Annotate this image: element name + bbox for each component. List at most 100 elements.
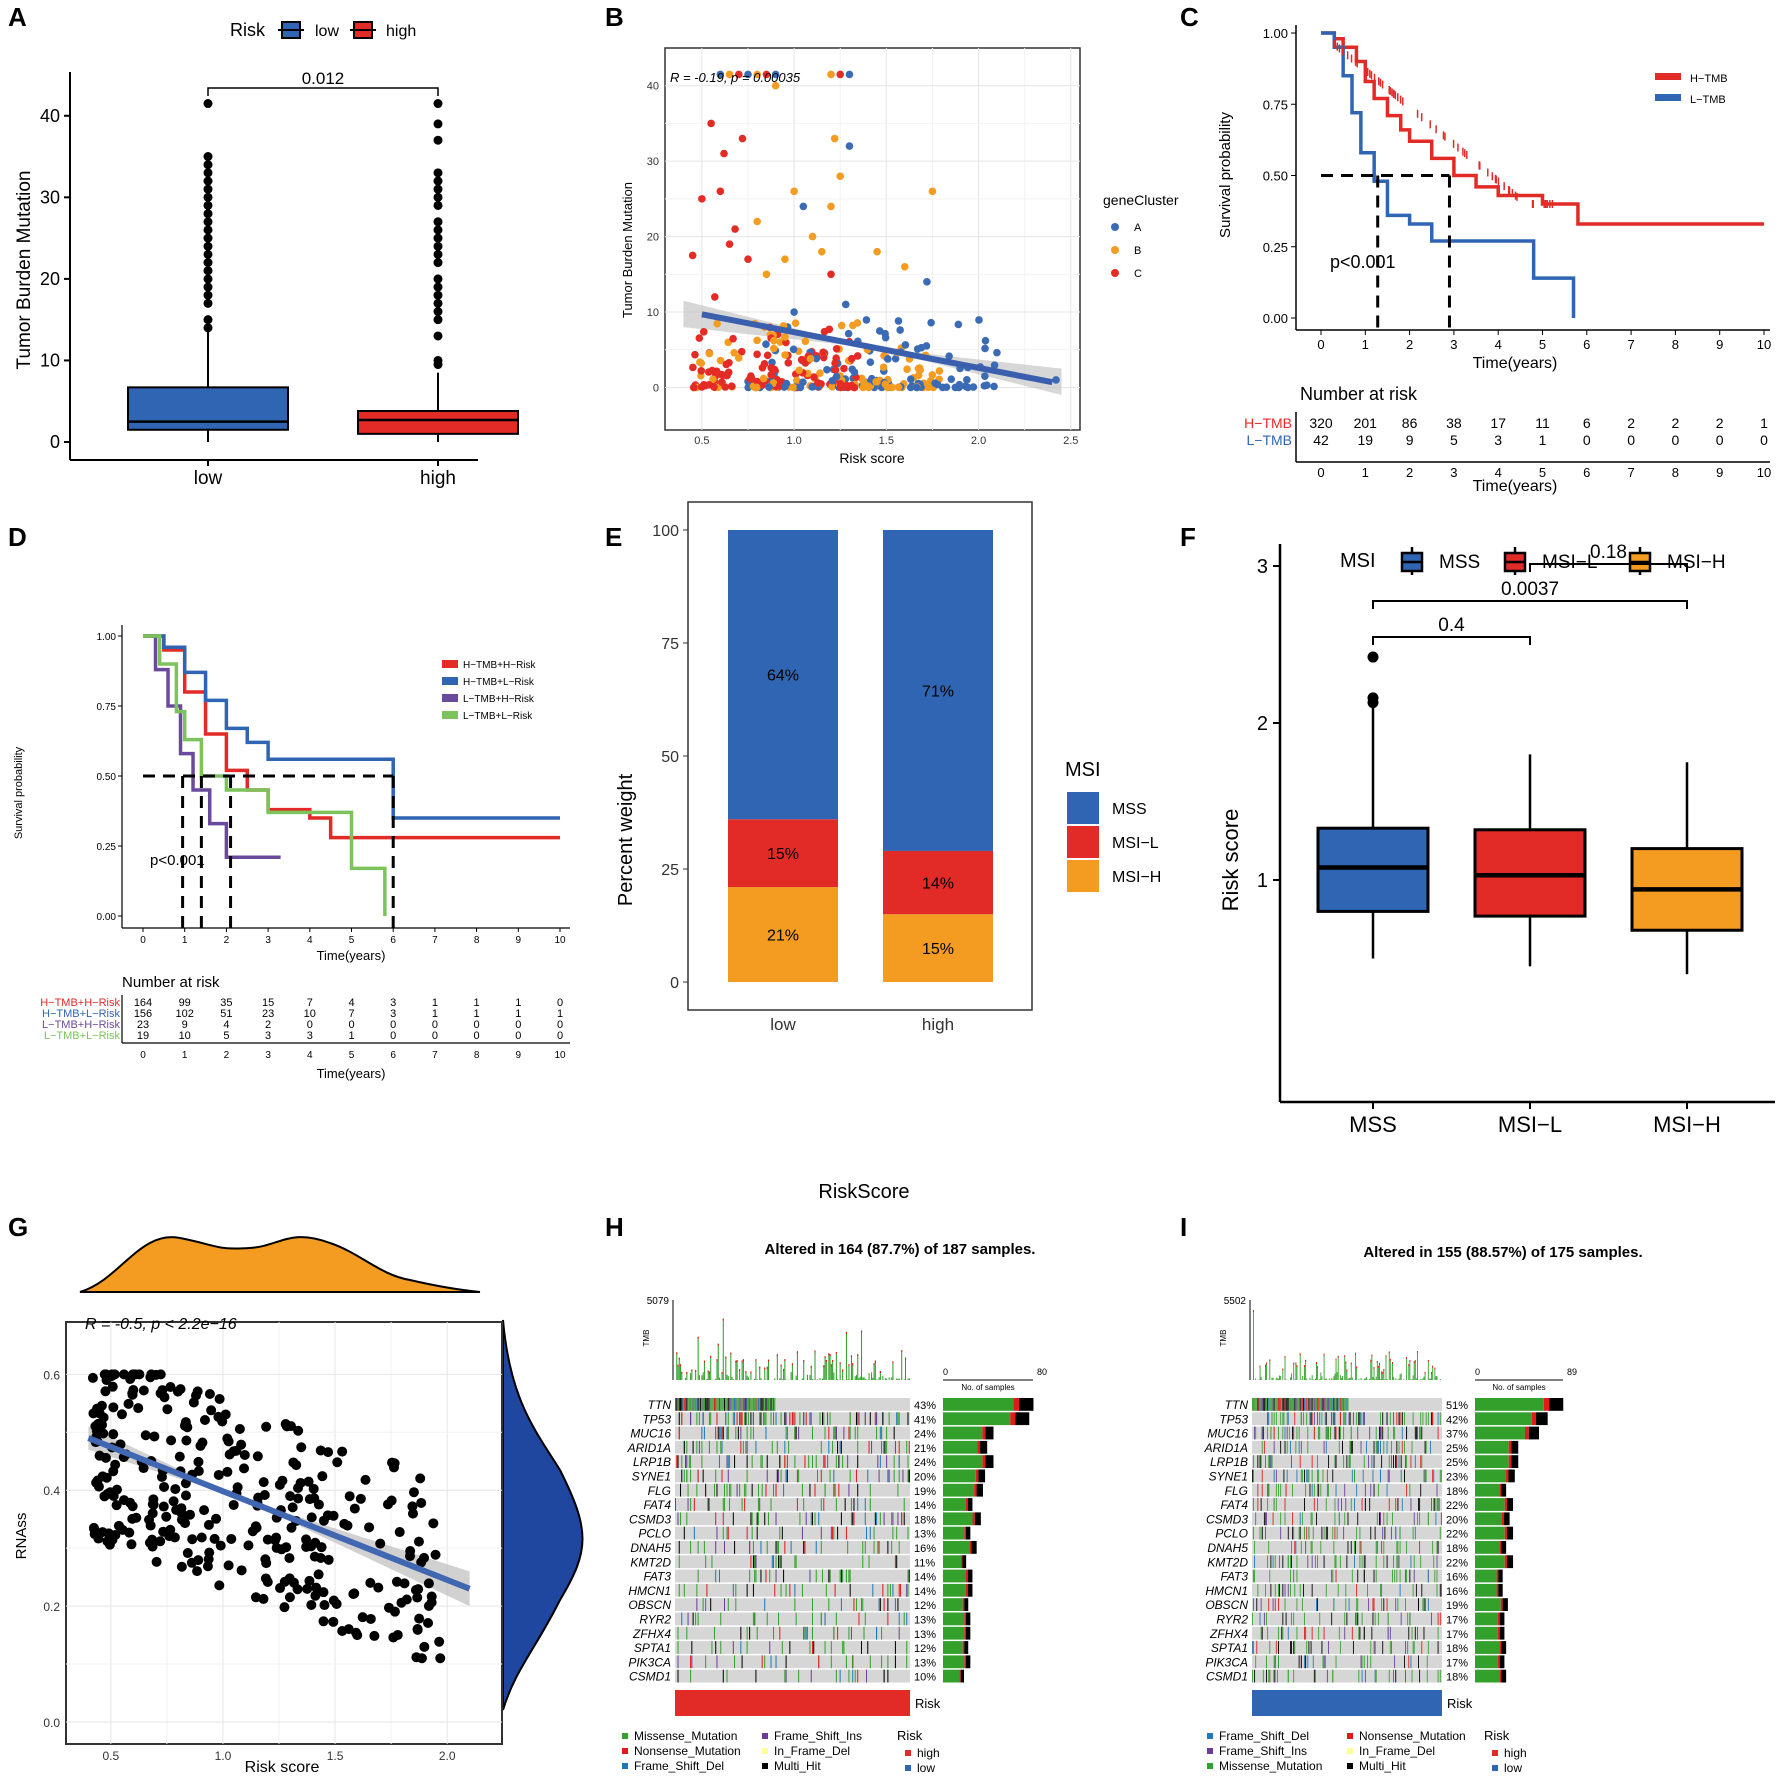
scatter-point (108, 1402, 119, 1413)
scatter-point (127, 1369, 138, 1380)
mutation-cell (874, 1512, 876, 1526)
scatter-point (375, 1538, 386, 1549)
risk-x-tick-label: 9 (1716, 465, 1723, 480)
mutation-cell (1415, 1426, 1417, 1440)
mutation-cell (739, 1483, 741, 1497)
mutation-cell (741, 1398, 743, 1411)
mutation-cell (717, 1398, 719, 1411)
tmb-bar-nonsense (708, 1371, 710, 1374)
mutation-cell (1292, 1483, 1294, 1497)
gene-percent: 41% (914, 1414, 936, 1426)
panel-label-h: H (605, 1212, 624, 1242)
mutation-cell (1348, 1412, 1350, 1426)
x-tick-label: 3 (265, 935, 271, 946)
mutation-cell (762, 1398, 764, 1411)
tmb-bar-nonsense (717, 1343, 719, 1346)
mutation-cell (727, 1398, 729, 1411)
tmb-bar (745, 1371, 747, 1380)
mutation-cell (1269, 1455, 1271, 1468)
tmb-bar-nonsense (703, 1360, 705, 1363)
mutation-cell (722, 1669, 724, 1683)
gene-percent: 16% (1446, 1586, 1468, 1598)
point-outlier (836, 172, 845, 181)
gene-label: PCLO (1215, 1527, 1248, 1541)
mutation-cell (795, 1426, 797, 1440)
scatter-point (180, 1490, 191, 1501)
mutation-cell (1267, 1398, 1269, 1411)
mutation-cell (892, 1583, 894, 1597)
tmb-bar (691, 1369, 693, 1380)
tmb-bar (874, 1360, 876, 1380)
risk-value: 164 (134, 997, 152, 1009)
point-cluster-A (963, 375, 971, 384)
mutation-cell (774, 1583, 776, 1597)
scatter-point (313, 1569, 324, 1580)
tmb-bar (892, 1361, 894, 1380)
tmb-bar (1386, 1379, 1388, 1380)
bar-label: 64% (767, 668, 799, 685)
mutation-cell (1259, 1398, 1261, 1411)
mutation-cell (761, 1398, 763, 1411)
mutation-cell (820, 1541, 822, 1554)
scatter-point (213, 1469, 224, 1480)
mutation-cell (1311, 1469, 1313, 1483)
mutation-cell (1254, 1541, 1256, 1554)
tmb-bar (1372, 1377, 1374, 1380)
mutation-cell (864, 1498, 866, 1511)
mutation-cell (1311, 1583, 1313, 1597)
gene-label: OBSCN (1205, 1598, 1248, 1612)
mutation-cell (854, 1426, 856, 1440)
scatter-point (423, 1601, 434, 1612)
point-top (716, 70, 725, 79)
scatter-point (214, 1393, 225, 1404)
count-bar-multihit (1502, 1598, 1508, 1611)
y-tick-label: 0.0 (43, 1716, 60, 1730)
tmb-bar-nonsense (839, 1362, 841, 1365)
risk-value: 10 (304, 1008, 316, 1020)
legend-label-MSS: MSS (1439, 552, 1480, 573)
scatter-point (281, 1542, 292, 1553)
mutation-cell (785, 1655, 787, 1669)
mutation-cell (750, 1398, 752, 1411)
mutation-cell (1317, 1412, 1319, 1426)
mutation-cell (840, 1598, 842, 1611)
scatter-point (394, 1527, 405, 1538)
mutation-cell (754, 1569, 756, 1583)
mutation-cell (746, 1398, 748, 1411)
mutation-cell (734, 1541, 736, 1554)
tmb-bar-nonsense (697, 1336, 699, 1339)
mutation-cell (906, 1612, 908, 1626)
mutation-cell (1265, 1583, 1266, 1597)
gene-percent: 13% (914, 1529, 936, 1541)
mutation-cell (683, 1583, 685, 1597)
mutation-cell (1427, 1412, 1429, 1426)
mutation-cell (837, 1626, 839, 1640)
mutation-cell (824, 1641, 826, 1654)
risk-value: 23 (137, 1019, 149, 1031)
tmb-bar (1304, 1365, 1305, 1380)
count-bar-multihit (985, 1426, 994, 1440)
mutation-cell (1326, 1469, 1328, 1483)
count-bar-multihit (1498, 1569, 1503, 1583)
mutation-cell (751, 1398, 753, 1411)
gene-percent: 24% (914, 1457, 936, 1469)
point-cluster-A (891, 354, 900, 363)
point-outlier (762, 270, 771, 279)
tmb-bar-nonsense (1432, 1365, 1434, 1368)
mutation-cell (1314, 1669, 1316, 1683)
point-cluster-C (705, 381, 713, 389)
mutation-cell (1285, 1483, 1287, 1497)
scatter-point (217, 1416, 228, 1427)
mutation-cell (1344, 1483, 1346, 1497)
mutation-cell (756, 1398, 758, 1411)
mutation-cell (855, 1469, 857, 1483)
mutation-cell (1285, 1612, 1287, 1626)
tmb-bar (1332, 1379, 1334, 1380)
mutation-cell (873, 1541, 875, 1554)
mutation-cell (1304, 1398, 1305, 1411)
mutation-cell (1393, 1455, 1395, 1468)
tmb-bar (686, 1371, 688, 1380)
mutation-cell (811, 1626, 813, 1640)
